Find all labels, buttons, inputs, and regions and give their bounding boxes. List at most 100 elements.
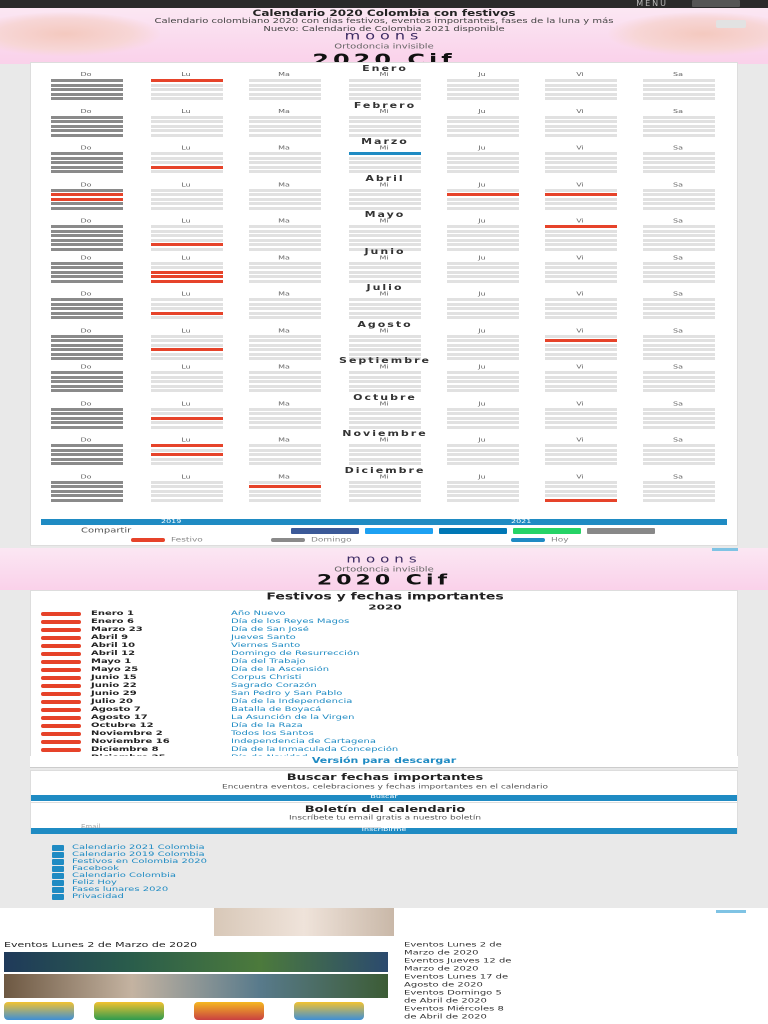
day-cell[interactable] [151, 229, 223, 233]
day-cell[interactable] [447, 498, 519, 502]
event-thumb-3[interactable] [194, 1002, 264, 1020]
day-cell[interactable] [51, 485, 123, 488]
day-cell[interactable] [545, 161, 617, 164]
day-cell[interactable] [151, 339, 223, 342]
day-cell[interactable] [643, 88, 715, 91]
footer-link[interactable]: Feliz Hoy [52, 879, 552, 887]
menu-button[interactable] [692, 0, 740, 7]
day-cell[interactable] [349, 448, 421, 452]
ad-banner-2[interactable]: moons Ortodoncia invisible 2020 Cif [0, 548, 768, 590]
day-cell[interactable] [349, 407, 421, 411]
footer-link-label[interactable]: Festivos en Colombia 2020 [72, 858, 207, 865]
day-cell[interactable] [643, 485, 715, 488]
holiday-name-link[interactable]: Jueves Santo [231, 633, 296, 642]
month-name[interactable]: Mayo [364, 209, 406, 220]
day-cell[interactable] [545, 371, 617, 374]
day-cell[interactable] [51, 152, 123, 155]
day-cell[interactable] [643, 170, 715, 173]
day-cell[interactable] [643, 448, 715, 452]
day-cell[interactable] [545, 92, 617, 96]
day-cell[interactable] [51, 489, 123, 493]
day-cell[interactable] [151, 453, 223, 456]
day-cell[interactable] [545, 485, 617, 488]
day-cell[interactable] [51, 229, 123, 233]
month-name[interactable]: Noviembre [342, 428, 428, 439]
day-cell[interactable] [349, 307, 421, 310]
day-cell[interactable] [643, 202, 715, 205]
day-cell[interactable] [51, 302, 123, 306]
day-cell[interactable] [447, 279, 519, 283]
day-cell[interactable] [151, 416, 223, 420]
day-cell[interactable] [447, 247, 519, 251]
day-cell[interactable] [349, 334, 421, 338]
day-cell[interactable] [151, 485, 223, 488]
day-cell[interactable] [349, 298, 421, 301]
day-cell[interactable] [151, 421, 223, 424]
day-cell[interactable] [643, 229, 715, 233]
day-cell[interactable] [51, 343, 123, 347]
day-cell[interactable] [447, 339, 519, 342]
day-cell[interactable] [349, 311, 421, 315]
next-year-link[interactable]: 2021 [511, 518, 532, 525]
day-cell[interactable] [447, 494, 519, 497]
day-cell[interactable] [51, 156, 123, 160]
search-button[interactable]: Buscar [31, 794, 737, 801]
day-cell[interactable] [151, 133, 223, 137]
day-cell[interactable] [447, 357, 519, 360]
month-name[interactable]: Junio [364, 246, 406, 256]
day-cell[interactable] [643, 197, 715, 201]
holiday-name-link[interactable]: Sagrado Corazón [231, 681, 317, 690]
day-cell[interactable] [349, 494, 421, 497]
linkedin-share-button[interactable] [439, 528, 507, 534]
day-cell[interactable] [545, 234, 617, 237]
day-cell[interactable] [447, 462, 519, 465]
day-cell[interactable] [349, 229, 421, 233]
day-cell[interactable] [447, 88, 519, 91]
day-cell[interactable] [151, 129, 223, 132]
day-cell[interactable] [151, 261, 223, 265]
month-name[interactable]: Febrero [353, 100, 417, 110]
day-cell[interactable] [349, 120, 421, 123]
day-cell[interactable] [545, 225, 617, 228]
newsletter-subscribe-button[interactable]: Inscribirme [31, 827, 737, 834]
day-cell[interactable] [249, 234, 321, 237]
day-cell[interactable] [51, 88, 123, 91]
day-cell[interactable] [151, 225, 223, 228]
download-bar[interactable]: Versión para descargar [30, 756, 738, 768]
day-cell[interactable] [349, 357, 421, 360]
day-cell[interactable] [643, 152, 715, 155]
day-cell[interactable] [51, 275, 123, 278]
day-cell[interactable] [249, 152, 321, 155]
day-cell[interactable] [151, 275, 223, 278]
day-cell[interactable] [151, 489, 223, 493]
day-cell[interactable] [643, 348, 715, 351]
day-cell[interactable] [643, 343, 715, 347]
day-cell[interactable] [349, 124, 421, 128]
day-cell[interactable] [643, 275, 715, 278]
day-cell[interactable] [51, 380, 123, 383]
day-cell[interactable] [51, 357, 123, 360]
day-cell[interactable] [447, 197, 519, 201]
event-list-item[interactable]: Eventos Lunes 2 de Marzo de 2020 [404, 940, 764, 956]
month-name[interactable]: Julio [366, 282, 404, 293]
day-cell[interactable] [249, 298, 321, 301]
day-cell[interactable] [349, 453, 421, 456]
day-cell[interactable] [151, 156, 223, 160]
day-cell[interactable] [643, 494, 715, 497]
email-share-button[interactable] [587, 528, 655, 534]
day-cell[interactable] [249, 170, 321, 173]
day-cell[interactable] [151, 448, 223, 452]
day-cell[interactable] [447, 97, 519, 100]
day-cell[interactable] [545, 407, 617, 411]
day-cell[interactable] [51, 97, 123, 100]
day-cell[interactable] [249, 375, 321, 379]
day-cell[interactable] [447, 480, 519, 484]
day-cell[interactable] [51, 498, 123, 502]
day-cell[interactable] [51, 202, 123, 205]
day-cell[interactable] [447, 307, 519, 310]
event-list-item[interactable]: Eventos Lunes 17 de Agosto de 2020 [404, 972, 764, 988]
day-cell[interactable] [249, 384, 321, 388]
footer-link[interactable]: Festivos en Colombia 2020 [52, 858, 552, 866]
day-cell[interactable] [349, 270, 421, 274]
twitter-share-button[interactable] [365, 528, 433, 534]
